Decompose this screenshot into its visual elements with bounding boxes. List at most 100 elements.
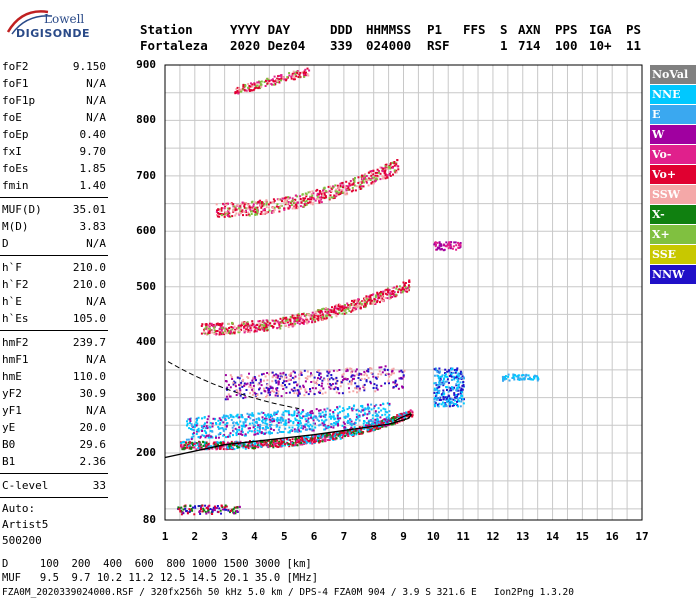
echo-point <box>374 296 377 298</box>
echo-point <box>450 386 453 389</box>
echo-point <box>341 424 344 427</box>
echo-point <box>276 320 279 323</box>
echo-point <box>193 443 196 445</box>
echo-point <box>367 427 370 430</box>
echo-point <box>346 185 349 188</box>
echo-point <box>361 174 363 177</box>
echo-point <box>259 213 262 215</box>
echo-point <box>215 448 218 451</box>
echo-point <box>448 241 451 244</box>
echo-point <box>301 436 303 439</box>
echo-point <box>260 320 263 323</box>
echo-point <box>216 215 219 218</box>
echo-point <box>216 209 218 212</box>
echo-point <box>302 384 305 387</box>
echo-point <box>360 185 363 188</box>
echo-point <box>372 420 375 423</box>
echo-point <box>280 324 283 327</box>
echo-point <box>289 378 292 381</box>
echo-point <box>293 318 296 321</box>
echo-point <box>288 204 291 207</box>
echo-point <box>190 423 193 426</box>
echo-point <box>389 163 392 166</box>
echo-point <box>411 410 414 413</box>
echo-point <box>247 431 250 434</box>
polarization-legend: NoVal NNE E W Vo- Vo+ SSW X- X+ SSE NNW <box>650 65 696 285</box>
electron-density-profile <box>164 413 412 459</box>
echo-point <box>438 242 441 245</box>
echo-point <box>346 408 349 411</box>
echo-point <box>219 418 222 421</box>
echo-point <box>241 201 244 204</box>
echo-point <box>247 204 250 207</box>
echo-point <box>357 373 360 376</box>
echo-point <box>240 424 243 427</box>
echo-point <box>333 197 336 199</box>
echo-point <box>281 419 284 422</box>
echo-point <box>316 440 319 442</box>
echo-point <box>219 212 222 215</box>
echo-point <box>440 394 443 397</box>
echo-point <box>223 416 226 419</box>
echo-point <box>452 371 455 374</box>
echo-point <box>196 430 199 433</box>
echo-point <box>304 418 307 421</box>
echo-point <box>327 379 330 382</box>
echo-point <box>436 371 439 374</box>
echo-point <box>383 418 386 421</box>
echo-point <box>327 439 329 441</box>
echo-point <box>367 178 370 181</box>
echo-point <box>447 395 450 398</box>
echo-point <box>302 313 305 316</box>
echo-point <box>387 380 390 383</box>
echo-point <box>404 282 407 284</box>
echo-point <box>334 386 337 389</box>
echo-point <box>257 320 260 323</box>
echo-point <box>264 325 267 328</box>
echo-point <box>191 425 194 428</box>
echo-point <box>332 411 335 413</box>
echo-point <box>459 392 462 395</box>
echo-point <box>366 298 369 301</box>
echo-point <box>306 441 309 444</box>
echo-point <box>347 414 350 417</box>
echo-point <box>310 198 313 201</box>
echo-point <box>454 371 457 374</box>
echo-point <box>349 182 352 185</box>
echo-point <box>297 313 300 316</box>
echo-point <box>220 441 222 444</box>
echo-point <box>300 374 303 376</box>
echo-point <box>255 397 258 399</box>
echo-point <box>273 418 276 421</box>
echo-point <box>436 384 439 387</box>
echo-point <box>334 438 337 441</box>
echo-point <box>404 286 407 289</box>
ddd-label: DDD <box>330 22 353 37</box>
echo-point <box>294 441 297 444</box>
echo-point <box>396 159 399 162</box>
echo-point <box>452 402 455 405</box>
echo-point <box>189 441 192 444</box>
echo-point <box>354 382 357 385</box>
echo-point <box>398 418 401 421</box>
echo-point <box>205 332 208 335</box>
echo-point <box>204 510 207 513</box>
echo-point <box>318 372 321 375</box>
x-tick-label: 3 <box>221 530 228 543</box>
echo-point <box>301 313 303 316</box>
echo-point <box>283 438 286 441</box>
legend-item-vo: Vo+ <box>650 165 696 184</box>
echo-point <box>323 192 326 195</box>
echo-point <box>283 197 286 200</box>
echo-point <box>286 442 289 444</box>
echo-point <box>437 375 440 377</box>
echo-point <box>206 329 209 332</box>
echo-point <box>217 442 219 445</box>
echo-point <box>242 379 244 382</box>
echo-point <box>388 375 391 378</box>
echo-point <box>320 310 322 312</box>
echo-point <box>251 444 254 447</box>
echo-point <box>333 418 336 421</box>
echo-point <box>309 440 312 443</box>
echo-point <box>379 427 382 430</box>
